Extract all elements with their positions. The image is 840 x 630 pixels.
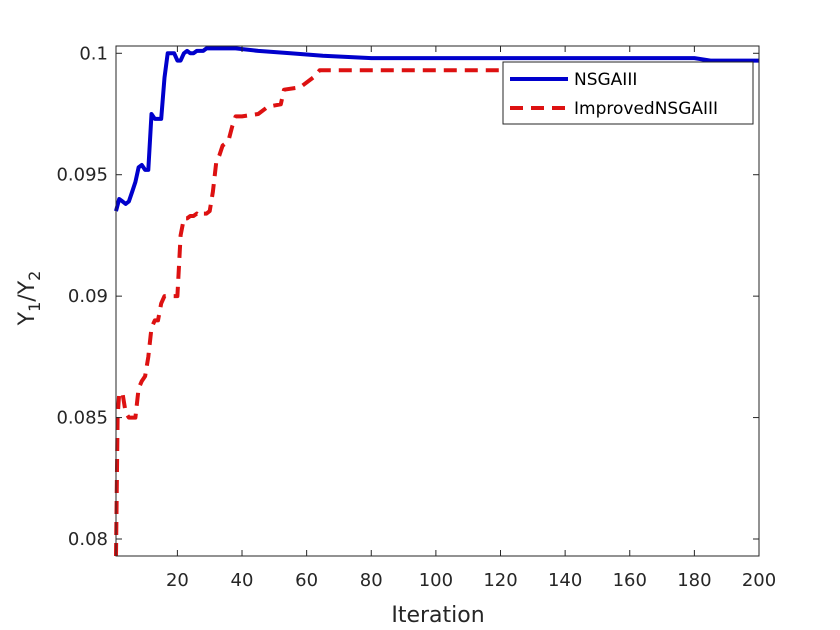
x-axis-label: Iteration: [391, 603, 484, 628]
plot-area: [114, 46, 759, 557]
x-tick-label: 160: [613, 570, 647, 591]
x-tick-label: 40: [231, 570, 254, 591]
x-tick-label: 140: [548, 570, 582, 591]
axes-box: [115, 45, 760, 557]
y-tick-label: 0.09: [68, 286, 108, 307]
series-line-nsgaiii: [114, 46, 759, 212]
x-tick-label: 180: [677, 570, 711, 591]
y-axis-label: Y1/Y2: [15, 271, 44, 327]
legend-label-improvednsgaiii: ImprovedNSGAIII: [574, 99, 718, 119]
series-line-improvednsgaiii: [114, 68, 759, 557]
x-tick-label: 60: [295, 570, 318, 591]
legend-label-nsgaiii: NSGAIII: [574, 70, 637, 90]
legend-box: [502, 61, 754, 125]
x-tick-label: 200: [742, 570, 776, 591]
y-tick-label: 0.08: [68, 529, 108, 550]
x-tick-label: 120: [483, 570, 517, 591]
x-tick-label: 100: [419, 570, 453, 591]
x-tick-label: 80: [360, 570, 383, 591]
y-tick-label: 0.095: [56, 165, 108, 186]
y-tick-label: 0.085: [56, 408, 108, 429]
x-tick-label: 20: [166, 570, 189, 591]
axes: 20 40 60 80 100 120 140 160 180 200 0.08 0.085 0.09 0…: [56, 43, 776, 591]
y-tick-label: 0.1: [79, 43, 108, 64]
legend: NSGAIII ImprovedNSGAIII: [502, 61, 754, 125]
